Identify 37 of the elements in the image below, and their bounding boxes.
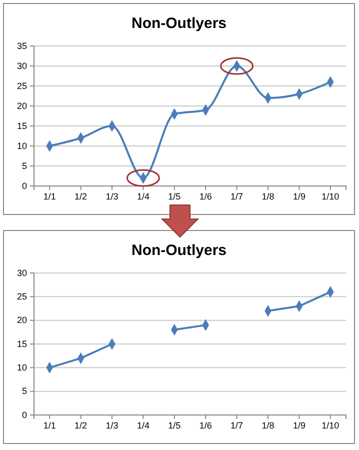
chart-title: Non-Outlyers [131,242,227,259]
y-tick-label: 10 [16,362,27,373]
x-tick-label: 1/10 [322,191,340,202]
y-tick-label: 0 [22,410,27,420]
x-tick-label: 1/6 [199,420,212,430]
x-tick-label: 1/7 [230,420,244,430]
x-tick-label: 1/4 [136,191,150,202]
x-tick-label: 1/2 [74,191,88,202]
y-tick-label: 0 [22,180,27,191]
y-tick-label: 10 [16,140,27,151]
y-tick-label: 30 [16,60,27,71]
y-tick-label: 25 [16,292,27,302]
y-tick-label: 20 [16,315,27,326]
x-tick-label: 1/3 [106,191,118,202]
x-tick-label: 1/5 [168,420,181,430]
x-tick-label: 1/1 [43,420,56,430]
x-tick-label: 1/10 [322,420,340,430]
x-tick-label: 1/4 [136,420,150,430]
x-tick-label: 1/7 [230,191,244,202]
x-tick-label: 1/2 [74,420,88,430]
y-tick-label: 5 [22,386,27,396]
x-tick-label: 1/5 [168,191,181,202]
y-tick-label: 20 [16,100,27,111]
x-tick-label: 1/9 [292,420,306,430]
y-tick-label: 25 [16,80,27,91]
y-tick-label: 35 [16,40,27,51]
x-tick-label: 1/9 [292,191,306,202]
x-tick-label: 1/1 [43,191,56,202]
x-tick-label: 1/8 [262,420,274,430]
y-tick-label: 15 [16,338,27,349]
x-tick-label: 1/8 [262,191,274,202]
x-tick-label: 1/6 [199,191,212,202]
chart-title: Non-Outlyers [131,15,227,32]
y-tick-label: 30 [16,268,27,278]
y-tick-label: 15 [16,120,27,131]
x-tick-label: 1/3 [106,420,118,430]
y-tick-label: 5 [22,160,27,171]
